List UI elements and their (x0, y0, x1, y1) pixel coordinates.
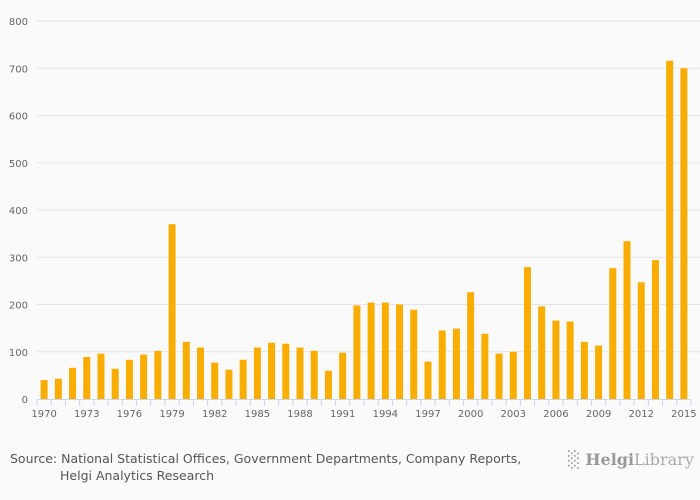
bar-1999 (452, 328, 460, 399)
bar-2014 (666, 60, 674, 399)
bar-1994 (381, 302, 389, 399)
bar-1989 (310, 350, 318, 399)
y-tick-label: 700 (9, 64, 28, 75)
x-tick-label: 2009 (586, 409, 611, 420)
bar-1996 (410, 309, 418, 399)
x-tick-label: 2000 (458, 409, 483, 420)
bar-1995 (396, 304, 404, 399)
logo-library: Library (634, 450, 694, 469)
y-tick-label: 500 (9, 159, 28, 170)
bar-1976 (125, 359, 133, 399)
x-tick-label: 1988 (287, 409, 312, 420)
bar-1991 (339, 352, 347, 399)
x-tick-label: 1991 (330, 409, 355, 420)
bar-1984 (239, 359, 247, 399)
source-line-1: Source: National Statistical Offices, Go… (10, 451, 522, 466)
logo-icon: ░ (568, 450, 581, 469)
bar-1979 (168, 224, 176, 399)
x-tick-label: 1970 (31, 409, 56, 420)
y-tick-label: 800 (9, 17, 28, 28)
bar-1973 (83, 356, 91, 399)
bar-2007 (566, 321, 574, 399)
x-tick-label: 2006 (543, 409, 568, 420)
bar-chart: 0 100 200 300 400 500 600 700 800 1970 1973 1976 197… (9, 17, 700, 420)
bar-2009 (595, 345, 603, 399)
x-tick-label: 1982 (202, 409, 227, 420)
x-tick-label: 1997 (415, 409, 440, 420)
bar-1986 (268, 342, 276, 399)
bar-2015 (680, 68, 688, 399)
bar-1998 (438, 330, 446, 399)
x-tick-label: 2003 (501, 409, 526, 420)
x-tick-label: 1994 (373, 409, 398, 420)
bar-1975 (111, 368, 119, 399)
source-line-2: Helgi Analytics Research (60, 468, 215, 483)
x-tick-label: 1976 (117, 409, 142, 420)
y-tick-label: 0 (22, 395, 28, 406)
bar-2008 (580, 341, 588, 399)
helgi-library-logo: ░ HelgiLibrary (568, 450, 694, 469)
x-tick-label: 2012 (629, 409, 654, 420)
x-tick-label: 1973 (74, 409, 99, 420)
y-tick-label: 100 (9, 348, 28, 359)
source-note: Source: National Statistical Offices, Go… (10, 450, 521, 484)
bar-1974 (97, 353, 105, 399)
bar-1980 (182, 341, 190, 399)
bar-1970 (40, 380, 48, 399)
bar-2010 (609, 268, 617, 399)
bar-2006 (552, 320, 560, 399)
bar-1977 (140, 354, 148, 399)
bar-1981 (197, 347, 204, 399)
bar-1985 (253, 347, 261, 399)
bar-2004 (524, 267, 531, 399)
bar-2001 (481, 333, 489, 399)
bar-1993 (367, 302, 375, 399)
bar-2003 (509, 351, 517, 399)
logo-helgi: Helgi (585, 450, 635, 469)
x-tick-label: 2015 (671, 409, 696, 420)
y-tick-label: 300 (9, 253, 28, 264)
bar-2011 (623, 241, 631, 399)
x-tick-label: 1985 (245, 409, 270, 420)
y-tick-label: 200 (9, 301, 28, 312)
x-tick-label: 1979 (159, 409, 184, 420)
y-tick-label: 600 (9, 112, 28, 123)
bar-1972 (69, 367, 77, 399)
bar-1978 (154, 350, 162, 399)
bar-1983 (225, 369, 233, 399)
bar-2002 (495, 353, 503, 399)
bar-1982 (211, 362, 219, 399)
bar-1971 (54, 378, 62, 399)
bar-1987 (282, 343, 290, 399)
y-tick-label: 400 (9, 206, 28, 217)
bar-2000 (467, 292, 475, 399)
bar-1992 (353, 305, 361, 399)
bar-1988 (296, 347, 304, 399)
bar-2005 (538, 306, 546, 399)
bar-1997 (424, 361, 432, 399)
bar-2013 (651, 260, 659, 399)
bar-2012 (637, 282, 645, 399)
bar-1990 (324, 370, 332, 399)
